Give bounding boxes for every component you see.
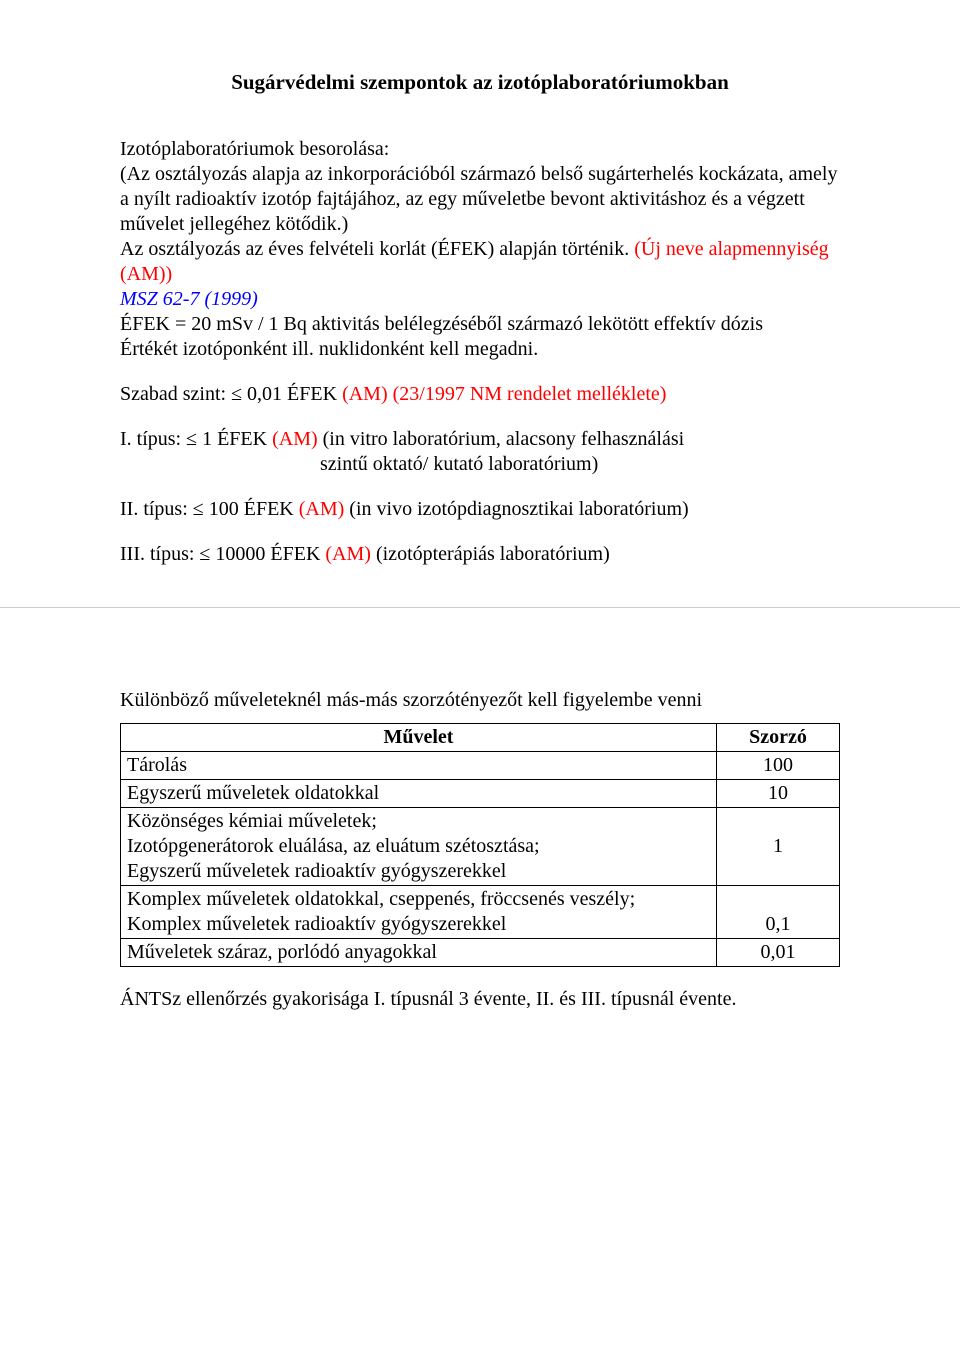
free-level-a: Szabad szint: ≤ 0,01 ÉFEK (120, 383, 342, 405)
cell-multiplier: 100 (717, 752, 840, 780)
efek-def: ÉFEK = 20 mSv / 1 Bq aktivitás belélegzé… (120, 312, 840, 337)
classification-line: Az osztályozás az éves felvételi korlát … (120, 237, 840, 287)
slide-1: Sugárvédelmi szempontok az izotóplaborat… (0, 0, 960, 607)
type-3-am: (AM) (325, 543, 371, 565)
type-1-b: (in vitro laboratórium, alacsony felhasz… (318, 428, 685, 450)
intro-label: Izotóplaboratóriumok besorolása: (120, 137, 840, 162)
cell-multiplier: 0,1 (717, 886, 840, 939)
col-multiplier: Szorzó (717, 724, 840, 752)
type-2: II. típus: ≤ 100 ÉFEK (AM) (in vivo izot… (120, 497, 840, 522)
intro-paren: (Az osztályozás alapja az inkorporációbó… (120, 162, 840, 237)
efek-note: Értékét izotóponként ill. nuklidonként k… (120, 337, 840, 362)
type-2-am: (AM) (299, 498, 345, 520)
type-1-cont: szintű oktató/ kutató laboratórium) (120, 452, 840, 477)
classification-text: Az osztályozás az éves felvételi korlát … (120, 238, 634, 260)
table-row: Közönséges kémiai műveletek;Izotópgenerá… (121, 808, 840, 886)
slide-2: Különböző műveleteknél más-más szorzótén… (0, 608, 960, 1072)
table-row: Egyszerű műveletek oldatokkal 10 (121, 780, 840, 808)
table-row: Műveletek száraz, porlódó anyagokkal 0,0… (121, 939, 840, 967)
free-level-b: (23/1997 NM rendelet melléklete) (388, 383, 667, 405)
col-operation: Művelet (121, 724, 717, 752)
type-2-b: (in vivo izotópdiagnosztikai laboratóriu… (344, 498, 688, 520)
table-header-row: Művelet Szorzó (121, 724, 840, 752)
free-level-am: (AM) (342, 383, 388, 405)
footer-note: ÁNTSz ellenőrzés gyakorisága I. típusnál… (120, 987, 840, 1012)
type-3: III. típus: ≤ 10000 ÉFEK (AM) (izotópter… (120, 542, 840, 567)
table-intro: Különböző műveleteknél más-más szorzótén… (120, 688, 840, 713)
cell-operation: Közönséges kémiai műveletek;Izotópgenerá… (121, 808, 717, 886)
cell-multiplier: 0,01 (717, 939, 840, 967)
cell-multiplier: 1 (717, 808, 840, 886)
cell-operation: Tárolás (121, 752, 717, 780)
type-2-a: II. típus: ≤ 100 ÉFEK (120, 498, 299, 520)
type-3-b: (izotópterápiás laboratórium) (371, 543, 610, 565)
type-1-a: I. típus: ≤ 1 ÉFEK (120, 428, 272, 450)
standard-ref: MSZ 62-7 (1999) (120, 287, 840, 312)
cell-operation: Egyszerű műveletek oldatokkal (121, 780, 717, 808)
page: Sugárvédelmi szempontok az izotóplaborat… (0, 0, 960, 1367)
multiplier-table: Művelet Szorzó Tárolás 100 Egyszerű műve… (120, 723, 840, 967)
table-row: Tárolás 100 (121, 752, 840, 780)
type-3-a: III. típus: ≤ 10000 ÉFEK (120, 543, 325, 565)
page-title: Sugárvédelmi szempontok az izotóplaborat… (120, 70, 840, 95)
cell-operation: Műveletek száraz, porlódó anyagokkal (121, 939, 717, 967)
cell-multiplier: 10 (717, 780, 840, 808)
table-row: Komplex műveletek oldatokkal, cseppenés,… (121, 886, 840, 939)
cell-operation: Komplex műveletek oldatokkal, cseppenés,… (121, 886, 717, 939)
free-level: Szabad szint: ≤ 0,01 ÉFEK (AM) (23/1997 … (120, 382, 840, 407)
type-1-am: (AM) (272, 428, 318, 450)
type-1: I. típus: ≤ 1 ÉFEK (AM) (in vitro labora… (120, 427, 840, 452)
